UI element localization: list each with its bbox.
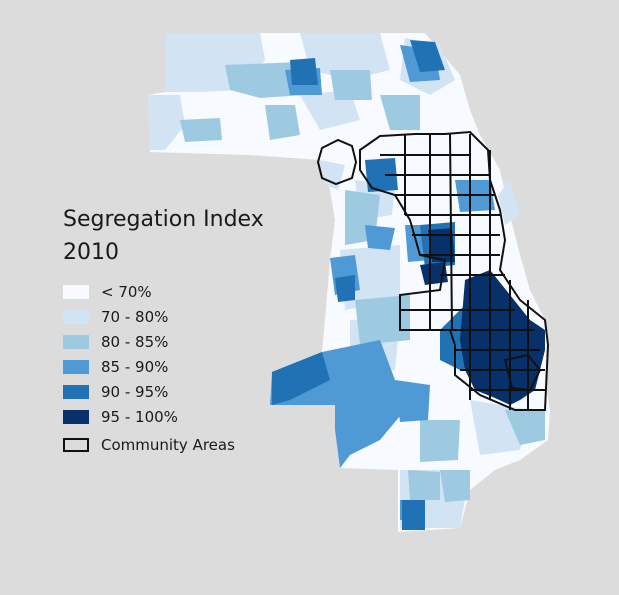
legend-title: Segregation Index (63, 207, 264, 232)
legend: < 70% 70 - 80% 80 - 85% 85 - 90% 90 - 95% 95 … (63, 279, 178, 429)
legend-swatch (63, 334, 89, 349)
legend-community-areas: Community Areas (63, 436, 235, 454)
legend-swatch (63, 409, 89, 424)
legend-item: 70 - 80% (63, 304, 178, 329)
community-areas-label: Community Areas (101, 436, 235, 454)
legend-label: 90 - 95% (101, 382, 169, 401)
legend-item: 90 - 95% (63, 379, 178, 404)
legend-swatch (63, 309, 89, 324)
legend-label: 80 - 85% (101, 332, 169, 351)
community-areas-swatch (63, 438, 89, 452)
legend-item: < 70% (63, 279, 178, 304)
legend-year: 2010 (63, 240, 119, 265)
legend-swatch (63, 284, 89, 299)
legend-swatch (63, 359, 89, 374)
legend-item: 80 - 85% (63, 329, 178, 354)
legend-item: 85 - 90% (63, 354, 178, 379)
legend-label: < 70% (101, 282, 152, 301)
tracts-95-100 (420, 228, 545, 405)
community-area-boundaries (316, 130, 550, 411)
legend-label: 70 - 80% (101, 307, 169, 326)
legend-label: 95 - 100% (101, 407, 178, 426)
legend-label: 85 - 90% (101, 357, 169, 376)
legend-item: 95 - 100% (63, 404, 178, 429)
legend-swatch (63, 384, 89, 399)
